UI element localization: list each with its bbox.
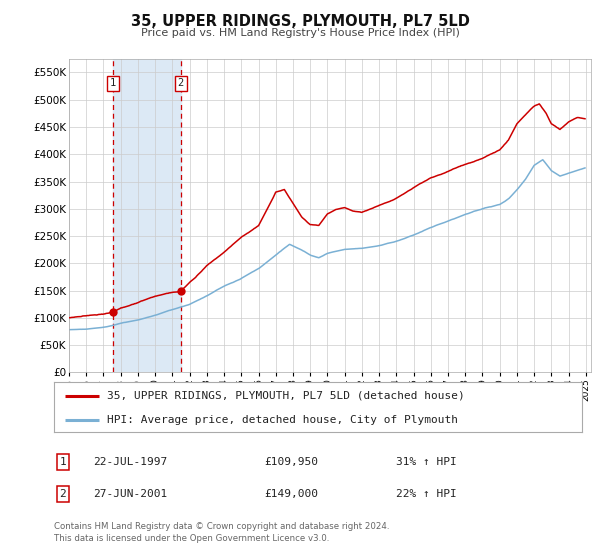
Text: 2: 2 [178, 78, 184, 88]
Text: 1: 1 [59, 457, 67, 467]
Text: £149,000: £149,000 [264, 489, 318, 499]
Text: 35, UPPER RIDINGS, PLYMOUTH, PL7 5LD (detached house): 35, UPPER RIDINGS, PLYMOUTH, PL7 5LD (de… [107, 390, 464, 400]
Text: 22-JUL-1997: 22-JUL-1997 [93, 457, 167, 467]
Text: 22% ↑ HPI: 22% ↑ HPI [396, 489, 457, 499]
Text: 35, UPPER RIDINGS, PLYMOUTH, PL7 5LD: 35, UPPER RIDINGS, PLYMOUTH, PL7 5LD [131, 14, 469, 29]
Text: 2: 2 [59, 489, 67, 499]
Text: £109,950: £109,950 [264, 457, 318, 467]
Text: Contains HM Land Registry data © Crown copyright and database right 2024.
This d: Contains HM Land Registry data © Crown c… [54, 522, 389, 543]
Text: HPI: Average price, detached house, City of Plymouth: HPI: Average price, detached house, City… [107, 415, 458, 424]
Text: 1: 1 [110, 78, 116, 88]
Text: 27-JUN-2001: 27-JUN-2001 [93, 489, 167, 499]
Text: Price paid vs. HM Land Registry's House Price Index (HPI): Price paid vs. HM Land Registry's House … [140, 28, 460, 38]
Bar [113, 59, 181, 372]
Text: 31% ↑ HPI: 31% ↑ HPI [396, 457, 457, 467]
